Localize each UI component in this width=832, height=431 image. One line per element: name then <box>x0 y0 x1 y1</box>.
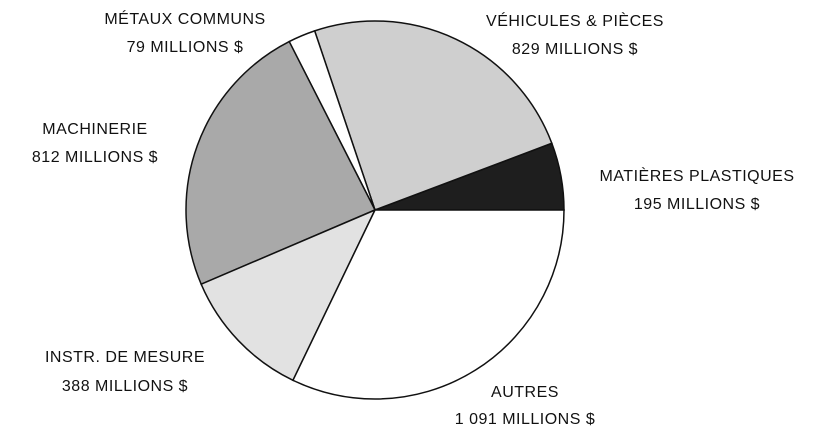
slice-value-label: 829 MILLIONS $ <box>512 41 638 58</box>
slice-name: MACHINERIE <box>42 121 147 138</box>
slice-value-label: 195 MILLIONS $ <box>634 196 760 213</box>
pie-slice <box>200 208 377 382</box>
slice-name: VÉHICULES & PIÈCES <box>486 11 664 30</box>
slice-name: AUTRES <box>491 384 559 401</box>
slice-name: MATIÈRES PLASTIQUES <box>599 166 794 185</box>
pie-slice <box>185 40 377 286</box>
slice-value-label: 812 MILLIONS $ <box>32 149 158 166</box>
pie-slice <box>291 209 565 400</box>
slice-value-label: 388 MILLIONS $ <box>62 378 188 395</box>
pie-slice <box>313 20 553 211</box>
slice-value-label: 79 MILLIONS $ <box>127 39 244 56</box>
slice-name: MÉTAUX COMMUNS <box>104 9 265 28</box>
slice-name: INSTR. DE MESURE <box>45 349 205 366</box>
slice-value-label: 1 091 MILLIONS $ <box>455 411 596 428</box>
